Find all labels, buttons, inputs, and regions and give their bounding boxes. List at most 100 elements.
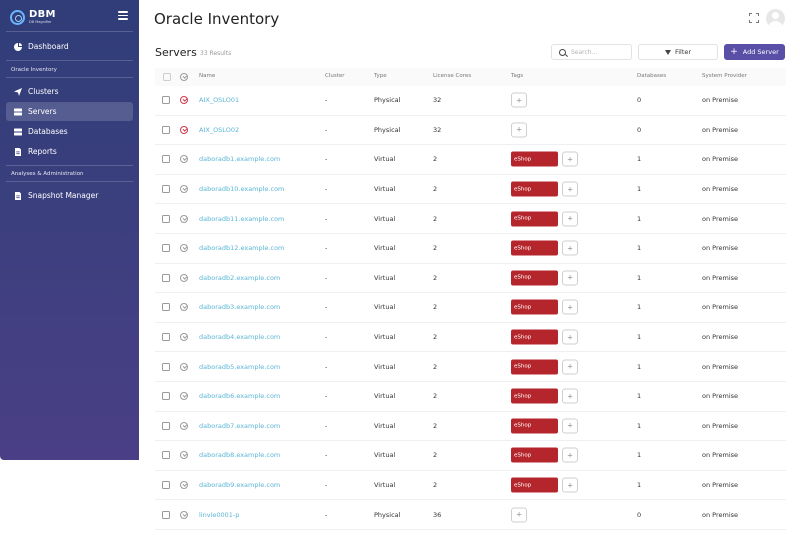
row-checkbox[interactable] bbox=[162, 273, 170, 282]
databases-cell: 1 bbox=[637, 392, 642, 401]
add-tag-button[interactable]: + bbox=[562, 359, 578, 375]
server-name-link[interactable]: daboradb12.example.com bbox=[199, 244, 285, 253]
table-row[interactable]: daboradb6.example.com - Virtual 2 eShop +1 on … bbox=[155, 382, 786, 412]
provider-cell: on Premise bbox=[702, 481, 739, 490]
provider-cell: on Premise bbox=[702, 125, 739, 134]
tag-badge[interactable]: eShop bbox=[511, 270, 558, 286]
add-tag-button[interactable]: + bbox=[511, 92, 527, 108]
tag-badge[interactable]: eShop bbox=[511, 329, 558, 345]
table-row[interactable]: linvie0001-p - Physical 36 +0 on Premise bbox=[155, 500, 786, 530]
tag-badge[interactable]: eShop bbox=[511, 447, 558, 463]
row-checkbox[interactable] bbox=[162, 421, 170, 430]
row-checkbox[interactable] bbox=[162, 214, 170, 223]
tag-badge[interactable]: eShop bbox=[511, 181, 558, 197]
add-tag-button[interactable]: + bbox=[562, 388, 578, 404]
add-tag-button[interactable]: + bbox=[562, 240, 578, 256]
row-checkbox[interactable] bbox=[162, 392, 170, 401]
table-row[interactable]: AIX_OSLO01 - Physical 32 +0 on Premise bbox=[155, 86, 786, 116]
server-name-link[interactable]: daboradb6.example.com bbox=[199, 392, 281, 401]
server-name-link[interactable]: AIX_OSLO01 bbox=[199, 96, 240, 105]
server-name-link[interactable]: daboradb8.example.com bbox=[199, 451, 281, 460]
row-checkbox[interactable] bbox=[162, 155, 170, 164]
tag-badge[interactable]: eShop bbox=[511, 359, 558, 375]
add-tag-button[interactable]: + bbox=[562, 151, 578, 167]
row-checkbox[interactable] bbox=[162, 244, 170, 253]
server-name-link[interactable]: daboradb9.example.com bbox=[199, 481, 281, 490]
table-row[interactable]: AIX_OSLO02 - Physical 32 +0 on Premise bbox=[155, 116, 786, 146]
tag-badge[interactable]: eShop bbox=[511, 240, 558, 256]
server-name-link[interactable]: daboradb11.example.com bbox=[199, 214, 285, 223]
tag-badge[interactable]: eShop bbox=[511, 418, 558, 434]
server-name-link[interactable]: daboradb10.example.com bbox=[199, 185, 285, 194]
sidebar-item-databases[interactable]: Databases bbox=[6, 122, 133, 141]
cluster-cell: - bbox=[325, 451, 328, 460]
server-name-link[interactable]: daboradb4.example.com bbox=[199, 333, 281, 342]
column-header-type[interactable]: Type bbox=[374, 73, 387, 79]
tag-badge[interactable]: eShop bbox=[511, 299, 558, 315]
sidebar-section-oracle: Oracle Inventory bbox=[11, 67, 57, 73]
menu-toggle-icon[interactable] bbox=[118, 11, 128, 20]
table-row[interactable]: daboradb5.example.com - Virtual 2 eShop +1 on … bbox=[155, 352, 786, 382]
add-tag-button[interactable]: + bbox=[562, 181, 578, 197]
row-checkbox[interactable] bbox=[162, 125, 170, 134]
sidebar: DBM DB Magnifier Dashboard Oracle Invent… bbox=[0, 0, 139, 460]
add-tag-button[interactable]: + bbox=[562, 299, 578, 315]
add-tag-button[interactable]: + bbox=[562, 329, 578, 345]
table-row[interactable]: daboradb9.example.com - Virtual 2 eShop +1 on … bbox=[155, 471, 786, 501]
tag-badge[interactable]: eShop bbox=[511, 211, 558, 227]
server-name-link[interactable]: linvie0001-p bbox=[199, 510, 240, 519]
table-row[interactable]: daboradb3.example.com - Virtual 2 eShop +1 on … bbox=[155, 293, 786, 323]
tag-badge[interactable]: eShop bbox=[511, 151, 558, 167]
search-input[interactable] bbox=[571, 48, 631, 56]
fullscreen-icon[interactable] bbox=[749, 13, 759, 23]
tag-badge[interactable]: eShop bbox=[511, 477, 558, 493]
row-checkbox[interactable] bbox=[162, 510, 170, 519]
table-row[interactable]: daboradb4.example.com - Virtual 2 eShop +1 on … bbox=[155, 323, 786, 353]
server-name-link[interactable]: AIX_OSLO02 bbox=[199, 125, 240, 134]
column-header-databases[interactable]: Databases bbox=[637, 73, 667, 79]
row-checkbox[interactable] bbox=[162, 303, 170, 312]
column-header-cores[interactable]: License Cores bbox=[433, 73, 472, 79]
add-tag-button[interactable]: + bbox=[562, 477, 578, 493]
table-row[interactable]: daboradb7.example.com - Virtual 2 eShop +1 on … bbox=[155, 412, 786, 442]
row-checkbox[interactable] bbox=[162, 333, 170, 342]
tag-badge[interactable]: eShop bbox=[511, 388, 558, 404]
sidebar-item-clusters[interactable]: Clusters bbox=[6, 82, 133, 101]
table-row[interactable]: daboradb2.example.com - Virtual 2 eShop +1 on … bbox=[155, 264, 786, 294]
column-header-tags[interactable]: Tags bbox=[511, 73, 524, 79]
row-checkbox[interactable] bbox=[162, 481, 170, 490]
table-row[interactable]: daboradb10.example.com - Virtual 2 eShop +1 on… bbox=[155, 175, 786, 205]
table-row[interactable]: daboradb8.example.com - Virtual 2 eShop +1 on … bbox=[155, 441, 786, 471]
add-tag-button[interactable]: + bbox=[562, 447, 578, 463]
server-name-link[interactable]: daboradb5.example.com bbox=[199, 362, 281, 371]
row-checkbox[interactable] bbox=[162, 96, 170, 105]
add-server-button[interactable]: + Add Server bbox=[724, 44, 785, 60]
sidebar-item-dashboard[interactable]: Dashboard bbox=[6, 37, 133, 56]
sidebar-item-servers[interactable]: Servers bbox=[6, 102, 133, 121]
server-name-link[interactable]: daboradb3.example.com bbox=[199, 303, 281, 312]
add-tag-button[interactable]: + bbox=[511, 122, 527, 138]
add-tag-button[interactable]: + bbox=[511, 507, 527, 523]
row-checkbox[interactable] bbox=[162, 451, 170, 460]
row-checkbox[interactable] bbox=[162, 362, 170, 371]
table-row[interactable]: daboradb1.example.com - Virtual 2 eShop +1 on … bbox=[155, 145, 786, 175]
row-checkbox[interactable] bbox=[162, 185, 170, 194]
filter-button[interactable]: Filter bbox=[638, 44, 718, 60]
brand-logo[interactable]: DBM DB Magnifier bbox=[10, 7, 56, 27]
select-all-checkbox[interactable] bbox=[163, 73, 171, 81]
server-name-link[interactable]: daboradb7.example.com bbox=[199, 421, 281, 430]
server-name-link[interactable]: daboradb2.example.com bbox=[199, 273, 281, 282]
sidebar-item-snapshot-manager[interactable]: Snapshot Manager bbox=[6, 186, 133, 205]
add-tag-button[interactable]: + bbox=[562, 418, 578, 434]
column-header-cluster[interactable]: Cluster bbox=[325, 73, 345, 79]
add-tag-button[interactable]: + bbox=[562, 270, 578, 286]
table-row[interactable]: daboradb11.example.com - Virtual 2 eShop +1 on… bbox=[155, 204, 786, 234]
avatar[interactable] bbox=[766, 9, 785, 28]
server-name-link[interactable]: daboradb1.example.com bbox=[199, 155, 281, 164]
add-tag-button[interactable]: + bbox=[562, 211, 578, 227]
search-box[interactable] bbox=[551, 44, 632, 60]
column-header-name[interactable]: Name bbox=[199, 73, 216, 79]
sidebar-item-reports[interactable]: Reports bbox=[6, 142, 133, 161]
table-row[interactable]: daboradb12.example.com - Virtual 2 eShop +1 on… bbox=[155, 234, 786, 264]
column-header-provider[interactable]: System Provider bbox=[702, 73, 747, 79]
